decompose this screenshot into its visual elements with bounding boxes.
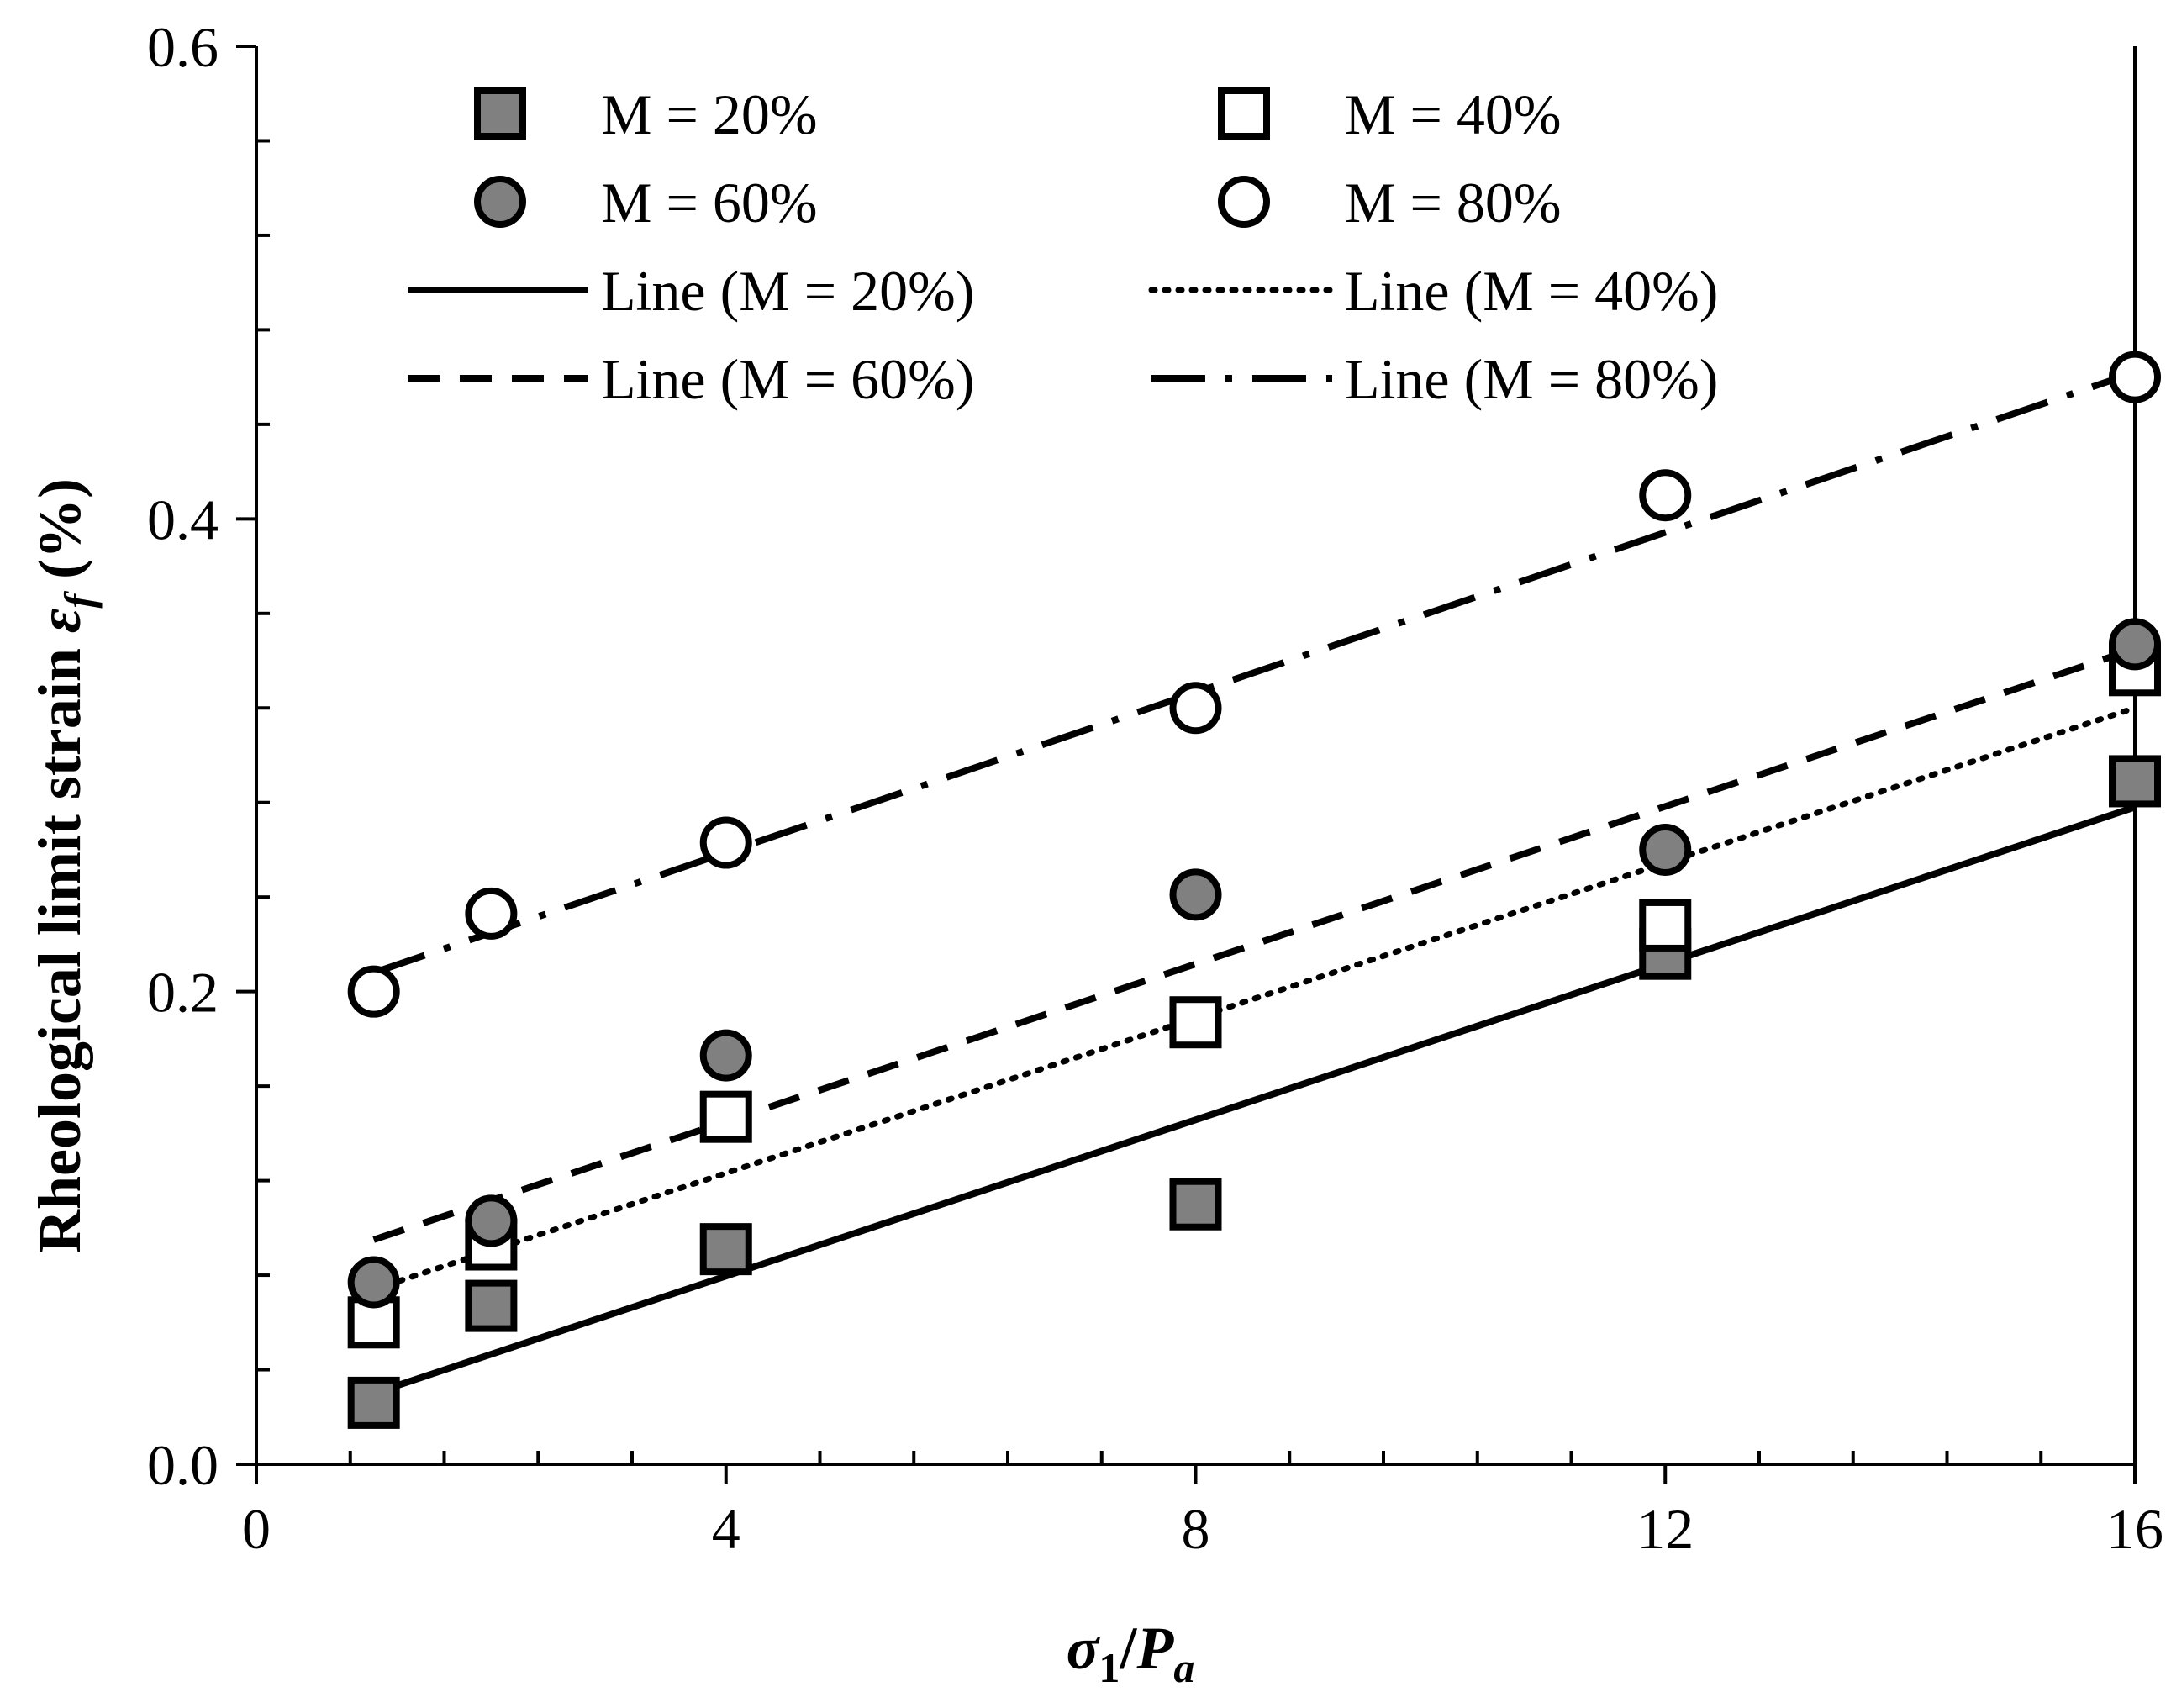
y-axis-title: Rheological limit strain εf (%) [26, 478, 103, 1253]
data-point [465, 1194, 518, 1247]
legend-label: Line (M = 40%) [1345, 259, 1718, 323]
data-point [1639, 823, 1692, 876]
fit-line [372, 804, 2137, 1397]
fit-lines [371, 369, 2138, 1397]
x-tick-label: 8 [1182, 1497, 1210, 1561]
legend: M = 20% M = 40% M = 60% M = 80% Line (M = 20… [408, 82, 1718, 411]
y-tick-label: 0.6 [147, 15, 219, 79]
data-point [699, 816, 752, 869]
data-point [1169, 996, 1222, 1049]
x-tick-label: 16 [2106, 1497, 2163, 1561]
legend-marker [474, 87, 526, 140]
data-point [2109, 351, 2161, 403]
x-tick-label: 0 [242, 1497, 271, 1561]
y-tick-label: 0.4 [147, 488, 219, 551]
fit-line [371, 704, 2138, 1293]
legend-label: Line (M = 20%) [601, 259, 974, 323]
data-point [347, 1376, 400, 1429]
legend-label: Line (M = 80%) [1345, 347, 1718, 411]
y-tick-label: 0.2 [147, 961, 219, 1025]
y-tick-label: 0.0 [147, 1433, 219, 1497]
legend-label: M = 20% [601, 82, 817, 146]
data-point [2109, 618, 2161, 671]
data-point [465, 1279, 518, 1332]
legend-marker [474, 176, 526, 228]
legend-marker [1218, 87, 1270, 140]
data-point [465, 887, 518, 940]
x-tick-label: 12 [1636, 1497, 1694, 1561]
legend-label: M = 40% [1345, 82, 1561, 146]
legend-marker [1218, 176, 1270, 228]
data-point [1169, 1178, 1222, 1231]
data-point [347, 965, 400, 1018]
data-point [699, 1223, 752, 1276]
data-point [347, 1296, 400, 1349]
data-point [1639, 899, 1692, 952]
fit-line [372, 369, 2137, 976]
data-points [347, 351, 2161, 1429]
legend-label: M = 80% [1345, 171, 1561, 235]
data-point [699, 1090, 752, 1143]
legend-label: M = 60% [601, 171, 817, 235]
data-point [347, 1256, 400, 1309]
data-point [699, 1029, 752, 1082]
x-tick-label: 4 [712, 1497, 740, 1561]
x-axis-title: σ1/Pa [1067, 1615, 1195, 1691]
data-point [1169, 868, 1222, 921]
data-point [1639, 469, 1692, 522]
legend-label: Line (M = 60%) [601, 347, 974, 411]
data-point [2109, 755, 2161, 808]
data-point [1169, 682, 1222, 735]
